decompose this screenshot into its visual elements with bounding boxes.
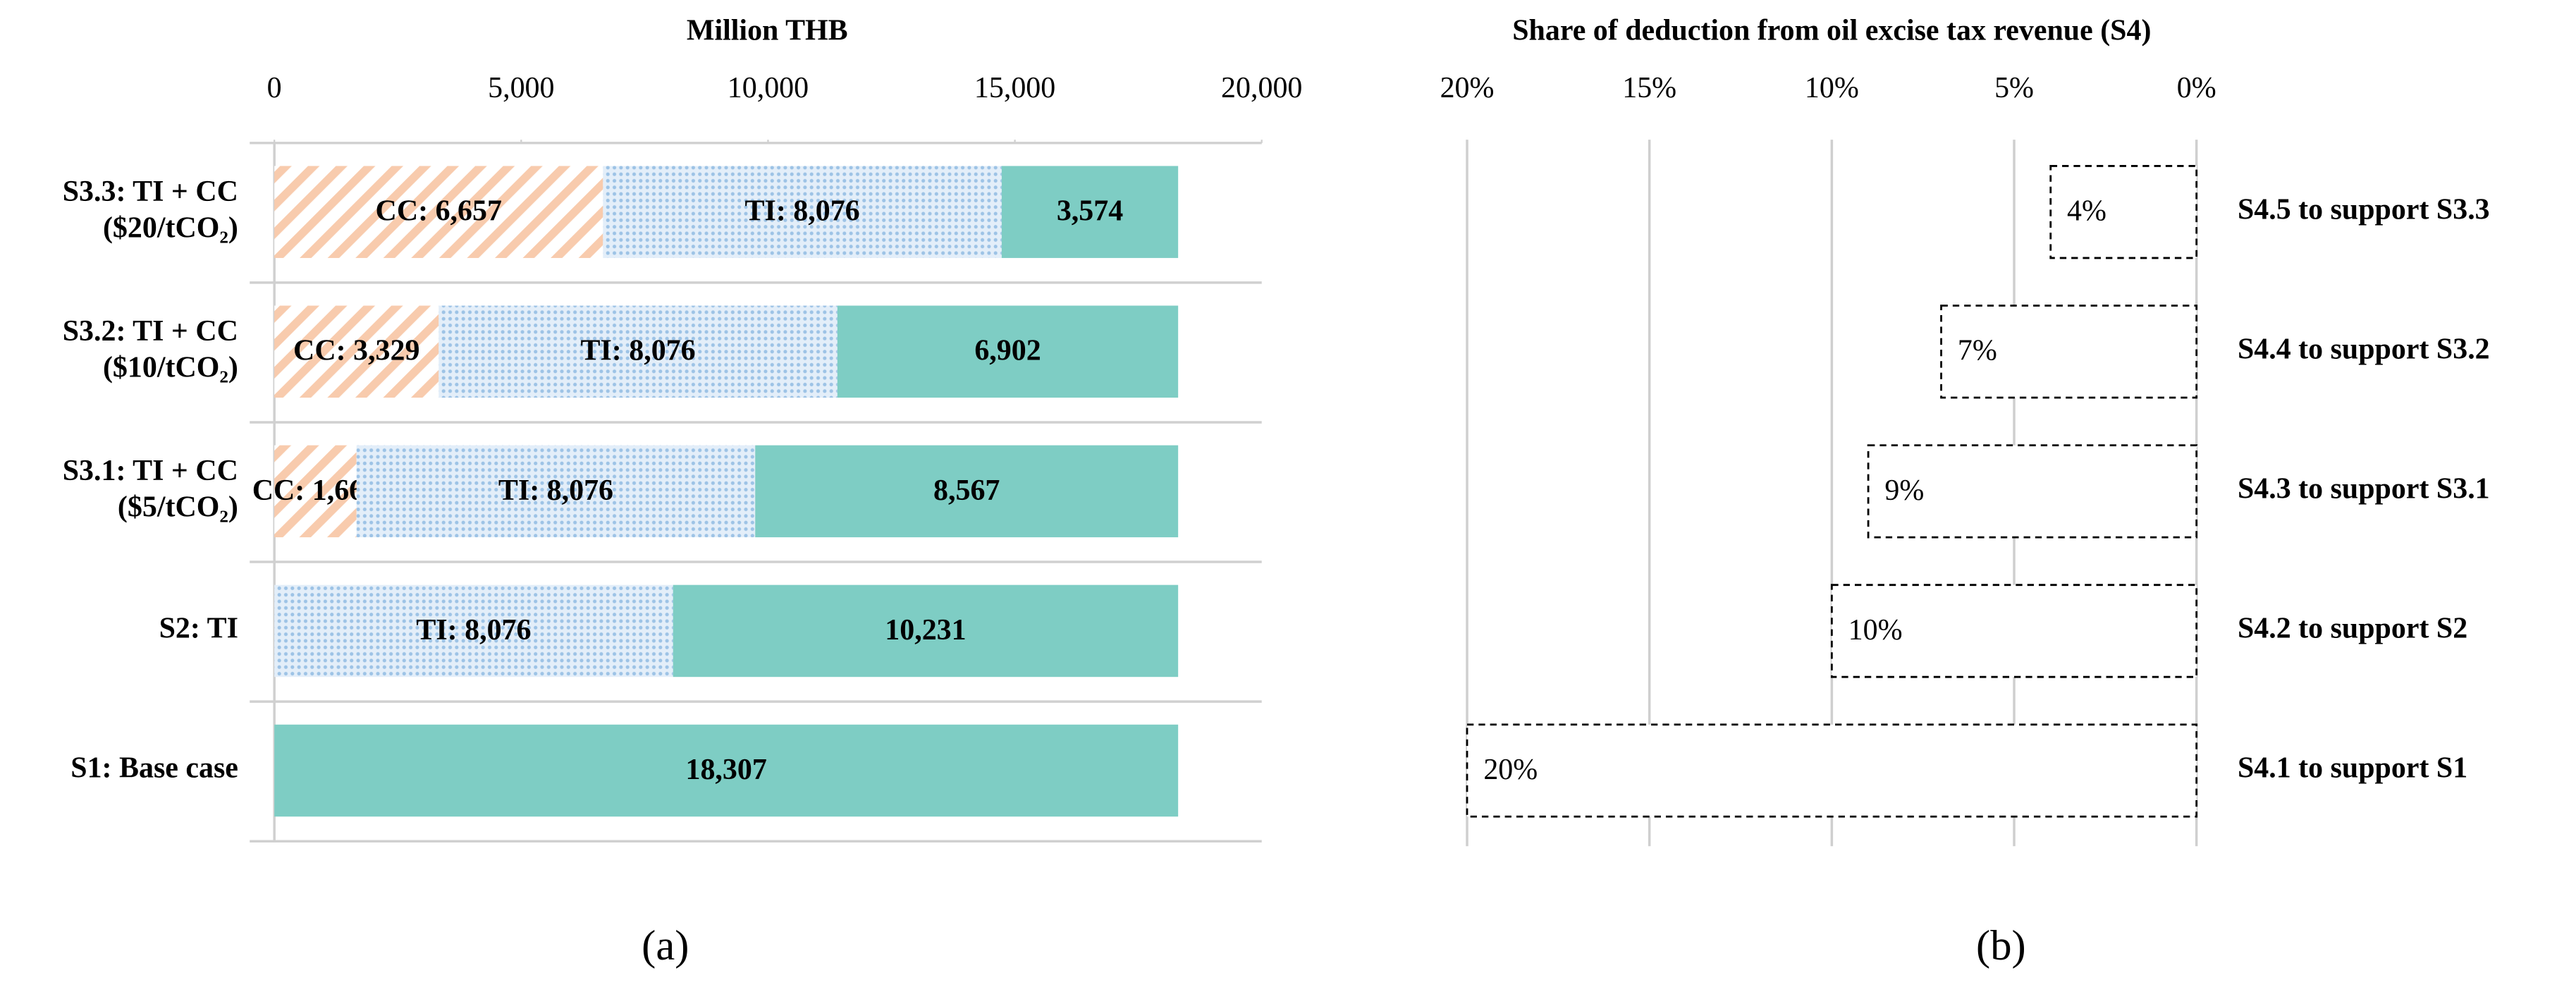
y-tick-label: S4.1 to support S1 — [2238, 752, 2467, 785]
data-label: 8,567 — [933, 474, 1000, 507]
y-tick-label: S3.3: TI + CC ($20/tCO₂) — [63, 176, 238, 244]
chart-title: Million THB — [687, 14, 848, 47]
y-tick-label: S3.2: TI + CC ($10/tCO₂) — [63, 315, 238, 384]
data-label: 4% — [2067, 195, 2106, 228]
bar — [2049, 165, 2198, 259]
data-label: 10,231 — [885, 614, 966, 646]
y-tick-label: S1: Base case — [70, 752, 238, 785]
data-label: 20% — [1483, 754, 1538, 786]
bar-segment — [1001, 166, 1179, 258]
panel-label: (b) — [1976, 922, 2026, 969]
chart-title: Share of deduction from oil excise tax r… — [1512, 14, 2151, 47]
x-tick-label: 20% — [1440, 72, 1495, 104]
bar — [1940, 305, 2198, 399]
data-label: CC: 6,657 — [376, 195, 502, 228]
x-tick-label: 10,000 — [728, 72, 809, 104]
y-tick-label: S4.5 to support S3.3 — [2238, 193, 2490, 226]
data-label: TI: 8,076 — [416, 614, 531, 646]
y-tick-label: S4.4 to support S3.2 — [2238, 333, 2490, 365]
data-label: 18,307 — [685, 754, 766, 786]
panel-label: (a) — [642, 922, 689, 969]
y-tick-label: S4.2 to support S2 — [2238, 613, 2467, 645]
x-tick-label: 15,000 — [974, 72, 1055, 104]
data-label: 3,574 — [1057, 195, 1123, 228]
x-tick-label: 15% — [1622, 72, 1676, 104]
x-tick-label: 5,000 — [488, 72, 554, 104]
bar-segment — [274, 584, 673, 678]
bar — [1830, 584, 2198, 678]
bar — [1466, 723, 2198, 818]
bar-segment — [274, 166, 603, 258]
data-label: 10% — [1848, 614, 1903, 646]
bar-segment — [356, 445, 756, 538]
bar-segment — [274, 724, 1179, 817]
x-tick-label: 10% — [1805, 72, 1859, 104]
y-tick-label: S2: TI — [159, 613, 238, 645]
x-tick-label: 0 — [267, 72, 282, 104]
x-tick-label: 0% — [2177, 72, 2216, 104]
y-tick-label: S4.3 to support S3.1 — [2238, 472, 2490, 505]
data-label: 7% — [1958, 335, 1997, 367]
bar — [1867, 444, 2198, 539]
data-label: TI: 8,076 — [745, 195, 860, 228]
bar-segment — [438, 305, 838, 398]
data-label: TI: 8,076 — [498, 474, 613, 507]
bar-segment — [274, 445, 357, 538]
data-label: CC: 3,329 — [293, 335, 419, 367]
bar-segment — [603, 166, 1002, 258]
y-tick-label: S3.1: TI + CC ($5/tCO₂) — [63, 455, 238, 523]
data-label: 6,902 — [974, 335, 1041, 367]
bar-segment — [755, 445, 1179, 538]
bar-segment — [274, 305, 439, 398]
data-label: TI: 8,076 — [581, 335, 696, 367]
bar-segment — [837, 305, 1179, 398]
bar-segment — [673, 584, 1179, 678]
x-tick-label: 5% — [1994, 72, 2034, 104]
x-tick-label: 20,000 — [1221, 72, 1302, 104]
data-label: 9% — [1884, 474, 1924, 507]
